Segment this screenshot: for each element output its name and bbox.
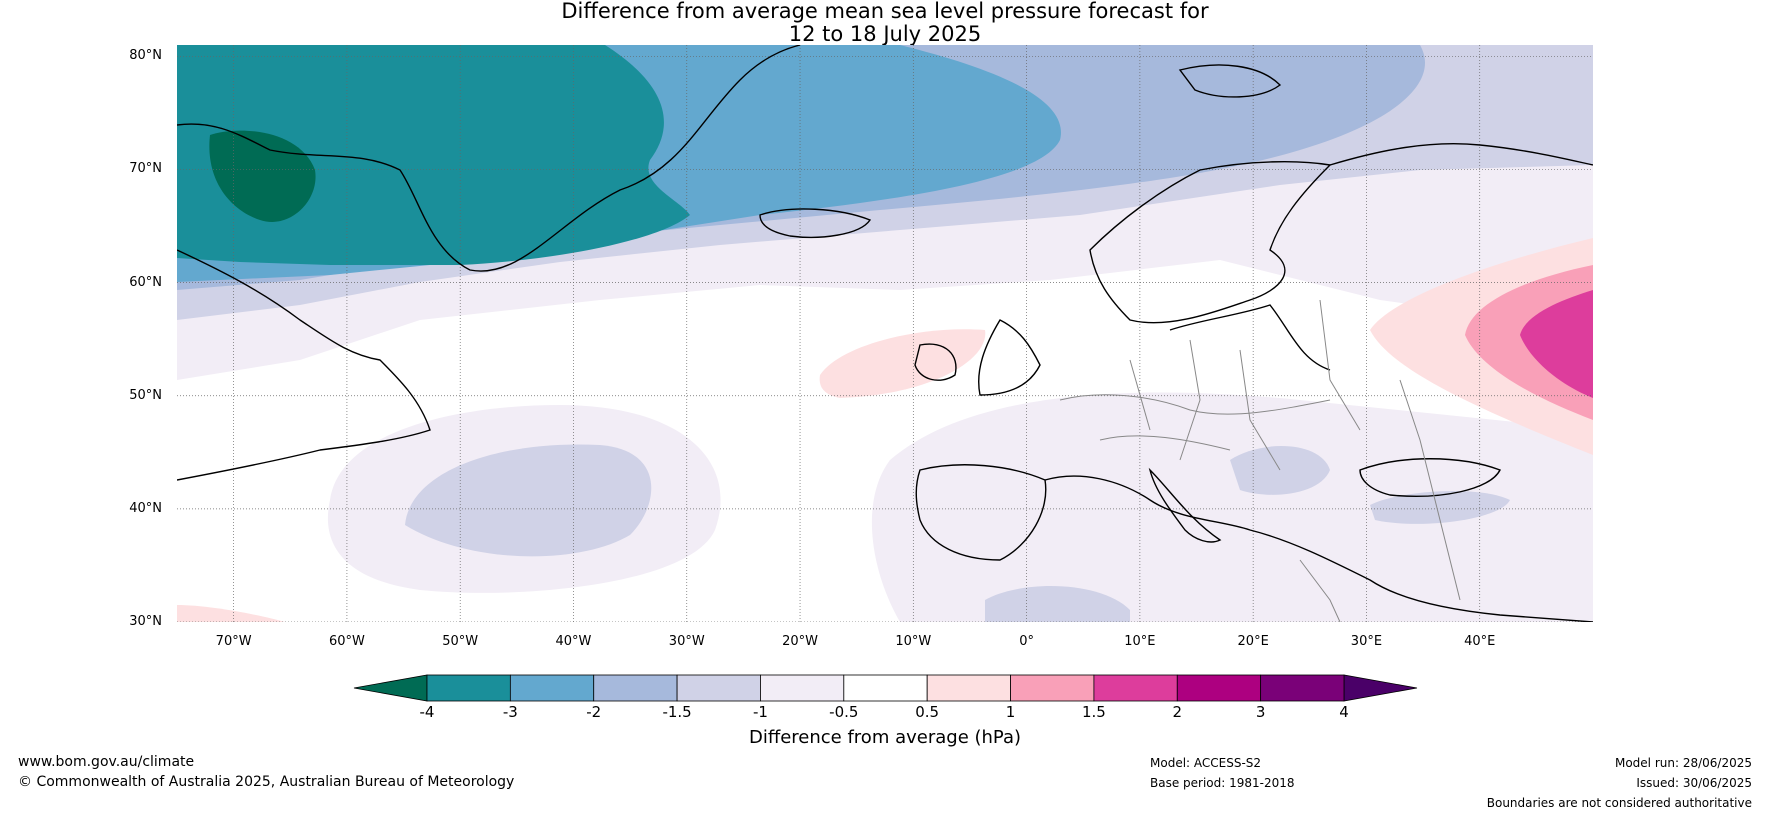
latitude-label: 70°N [129,161,162,177]
colorbar-segment [1260,674,1345,702]
colorbar-tick-label: 3 [1255,703,1266,721]
ireland-coast [914,343,957,381]
longitude-label: 10°W [895,634,932,649]
map-title-line-2: 12 to 18 July 2025 [788,22,982,46]
latitude-label: 50°N [129,387,162,403]
colorbar-tick-label: -3 [502,703,518,721]
colorbar-segment [426,674,511,702]
anomaly-region-minus-1-balkans [1230,446,1330,495]
colorbar-segment [1093,674,1178,702]
country-borders [1059,299,1461,622]
colorbar-tick-label: -1 [752,703,768,721]
latitude-label: 30°N [129,614,162,629]
anomaly-region-minus-1-africa [985,586,1130,622]
colorbar-segment [760,674,845,702]
colorbar [353,674,1418,702]
pressure-anomaly-fills [177,45,1593,622]
model-run-text: Model run: 28/06/2025 [1614,756,1752,770]
colorbar-segment [676,674,761,702]
longitude-label: 40°W [555,634,592,649]
forecast-map [177,45,1593,622]
base-period-text: Base period: 1981-2018 [1150,776,1295,790]
colorbar-tick-label: 2 [1172,703,1183,721]
colorbar-extend-high [1343,674,1418,702]
colorbar-tick-label: 0.5 [915,703,940,721]
longitude-label: 30°E [1350,634,1383,649]
iberia-coast [915,464,1047,561]
colorbar-segment [1176,674,1262,702]
black-sea-coast [1359,458,1501,497]
disclaimer-text: Boundaries are not considered authoritat… [1486,796,1752,810]
longitude-label: 50°W [442,634,479,649]
map-title-line-1: Difference from average mean sea level p… [561,0,1209,23]
colorbar-tick-label: 1 [1005,703,1016,721]
website-text: www.bom.gov.au/climate [18,754,195,770]
colorbar-tick-label: -1.5 [662,703,692,721]
labrador-coast [177,249,431,481]
graticule [177,45,1593,622]
issued-text: Issued: 30/06/2025 [1636,776,1752,790]
longitude-label: 20°E [1237,634,1269,649]
baltic-coast [1169,304,1331,371]
colorbar-tick-label: -0.5 [829,703,859,721]
greenland-coast [177,45,801,272]
colorbar-label: Difference from average (hPa) [748,727,1022,748]
svalbard-coast [1178,64,1282,98]
colorbar-segment [843,674,928,702]
longitude-label: 0° [1019,634,1034,649]
longitude-label: 40°E [1464,634,1496,649]
colorbar-tick-label: -4 [419,703,435,721]
colorbar-segment [1010,674,1095,702]
longitude-label: 60°W [328,634,365,649]
longitude-label: 20°W [782,634,818,649]
colorbar-segment [926,674,1011,702]
longitude-label: 70°W [215,634,252,649]
latitude-label: 80°N [129,48,162,64]
iceland-coast [759,208,872,239]
coastlines [177,45,1593,622]
colorbar-tick-label: 1.5 [1081,703,1106,721]
colorbar-segment [509,674,595,702]
britain-coast [978,319,1041,396]
anomaly-region-plus-1.5 [1520,290,1593,398]
latitude-label: 60°N [129,274,162,290]
anomaly-region-minus-1-atlantic [405,444,652,557]
latitude-label: 40°N [129,500,162,516]
colorbar-segment [593,674,678,702]
colorbar-tick-label: 4 [1339,703,1349,721]
italy-coast [1148,467,1222,543]
scandinavia-coast [1089,161,1332,324]
longitude-label: 30°W [668,634,705,649]
anomaly-region-minus-1-east [1370,490,1510,524]
model-text: Model: ACCESS-S2 [1150,756,1262,770]
colorbar-tick-label: -2 [586,703,602,721]
anomaly-region-minus-3 [177,45,690,265]
arctic-russia-coast [1329,143,1593,166]
mediterranean-coast [1044,475,1593,622]
anomaly-region-plus-0.5-southwest [177,605,285,622]
copyright-text: © Commonwealth of Australia 2025, Austra… [18,774,515,790]
anomaly-region-minus-0.5-europe [871,392,1593,622]
colorbar-extend-low [353,674,428,702]
longitude-label: 10°E [1124,634,1156,649]
